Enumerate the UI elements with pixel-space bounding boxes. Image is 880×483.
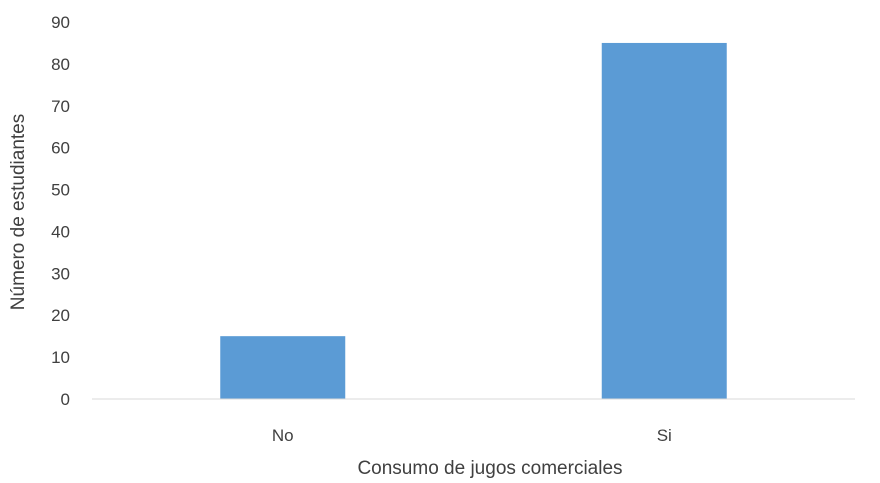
x-axis-ticks: No Si <box>272 426 672 445</box>
y-tick-label: 90 <box>51 13 70 32</box>
y-tick-label: 10 <box>51 348 70 367</box>
bar-no <box>220 336 346 399</box>
y-tick-label: 30 <box>51 264 70 283</box>
x-tick-label: No <box>272 426 294 445</box>
bar-si <box>601 42 727 399</box>
y-tick-label: 20 <box>51 306 70 325</box>
y-axis-title: Número de estudiantes <box>8 114 29 310</box>
y-tick-label: 70 <box>51 97 70 116</box>
y-axis-ticks: 0 10 20 30 40 50 60 70 80 90 <box>51 13 70 409</box>
x-axis-title: Consumo de jugos comerciales <box>357 458 622 479</box>
y-tick-label: 0 <box>61 390 70 409</box>
y-tick-label: 60 <box>51 139 70 158</box>
bars <box>220 42 727 399</box>
y-tick-label: 40 <box>51 222 70 241</box>
y-tick-label: 80 <box>51 55 70 74</box>
y-tick-label: 50 <box>51 181 70 200</box>
x-tick-label: Si <box>657 426 672 445</box>
